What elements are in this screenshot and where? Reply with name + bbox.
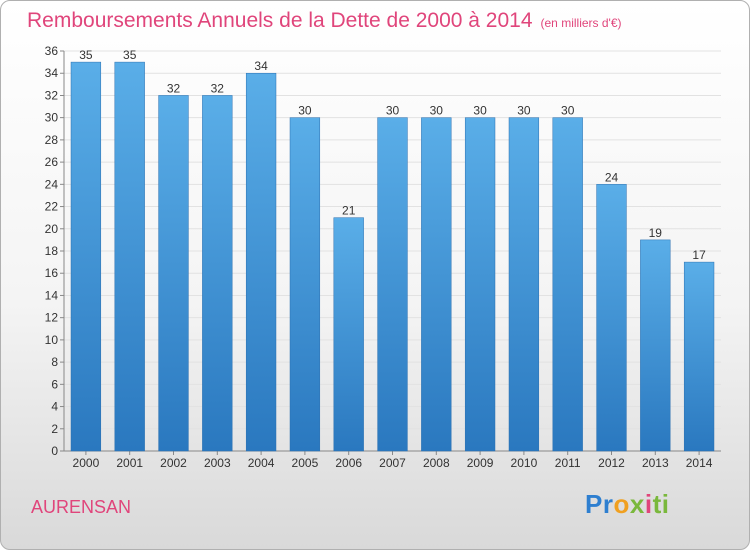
x-tick-label-2014: 2014 (686, 456, 713, 470)
value-label-2004: 34 (254, 59, 268, 73)
y-tick-label: 32 (45, 88, 59, 102)
bar-2010 (508, 117, 540, 452)
value-label-2013: 19 (649, 226, 663, 240)
value-label-2010: 30 (517, 104, 531, 118)
chart-unit-note: (en milliers d'€) (540, 16, 622, 30)
chart-title-text: Remboursements Annuels de la Dette de 20… (27, 9, 533, 32)
place-name: AURENSAN (31, 497, 132, 517)
y-tick-label: 14 (45, 288, 59, 302)
y-tick-label: 30 (45, 111, 59, 125)
logo-part-4: i (644, 489, 653, 519)
bar-2000 (70, 61, 102, 452)
y-tick-label: 0 (51, 444, 58, 458)
y-tick-label: 6 (51, 377, 58, 391)
bar-2006 (333, 217, 364, 452)
y-tick-label: 4 (51, 400, 58, 414)
y-tick-label: 18 (45, 244, 59, 258)
bar-2013 (640, 239, 671, 452)
y-tick-label: 8 (51, 355, 58, 369)
bar-2001 (114, 61, 145, 452)
value-label-2011: 30 (561, 104, 575, 118)
value-label-2001: 35 (123, 48, 137, 62)
x-tick-label-2003: 2003 (204, 456, 231, 470)
bar-2004 (245, 72, 277, 452)
bar-2011 (552, 117, 583, 452)
bar-2009 (464, 117, 496, 452)
y-tick-label: 28 (45, 133, 59, 147)
proxiti-logo: Proxiti (585, 489, 669, 520)
y-tick-label: 24 (45, 177, 59, 191)
x-tick-label-2007: 2007 (379, 456, 406, 470)
value-label-2000: 35 (79, 48, 93, 62)
y-tick-label: 36 (45, 44, 59, 58)
value-label-2008: 30 (430, 104, 444, 118)
value-label-2005: 30 (298, 104, 312, 118)
x-tick-label-2010: 2010 (511, 456, 538, 470)
bar-2002 (158, 95, 189, 452)
bar-2014 (683, 261, 715, 452)
x-tick-label-2006: 2006 (335, 456, 362, 470)
x-tick-label-2012: 2012 (598, 456, 625, 470)
x-tick-label-2004: 2004 (248, 456, 275, 470)
value-label-2014: 17 (692, 248, 706, 262)
value-label-2006: 21 (342, 204, 356, 218)
x-tick-label-2001: 2001 (116, 456, 143, 470)
logo-part-5: ti (652, 489, 670, 519)
logo-part-3: x (629, 489, 645, 519)
x-tick-label-2009: 2009 (467, 456, 494, 470)
y-tick-label: 10 (45, 333, 59, 347)
x-tick-label-2000: 2000 (73, 456, 100, 470)
x-tick-label-2002: 2002 (160, 456, 187, 470)
bar-2005 (289, 117, 321, 452)
x-tick-label-2005: 2005 (292, 456, 319, 470)
x-tick-label-2011: 2011 (555, 456, 581, 470)
y-tick-label: 34 (45, 66, 59, 80)
y-tick-label: 12 (45, 311, 59, 325)
logo-part-2: o (613, 489, 630, 519)
y-tick-label: 16 (45, 266, 59, 280)
value-label-2002: 32 (167, 81, 181, 95)
bar-2007 (377, 117, 408, 452)
value-label-2009: 30 (473, 104, 487, 118)
bars (70, 61, 715, 452)
chart-title: Remboursements Annuels de la Dette de 20… (27, 9, 622, 33)
value-label-2007: 30 (386, 104, 400, 118)
bar-2012 (596, 184, 627, 452)
bar-2008 (421, 117, 452, 452)
value-label-2003: 32 (211, 81, 225, 95)
y-tick-label: 22 (45, 200, 59, 214)
y-tick-label: 20 (45, 222, 59, 236)
bar-2003 (202, 95, 233, 452)
value-label-2012: 24 (605, 170, 619, 184)
logo-part-1: Pr (585, 489, 614, 519)
x-tick-label-2008: 2008 (423, 456, 450, 470)
y-tick-label: 26 (45, 155, 59, 169)
x-tick-label-2013: 2013 (642, 456, 669, 470)
y-tick-label: 2 (51, 422, 58, 436)
